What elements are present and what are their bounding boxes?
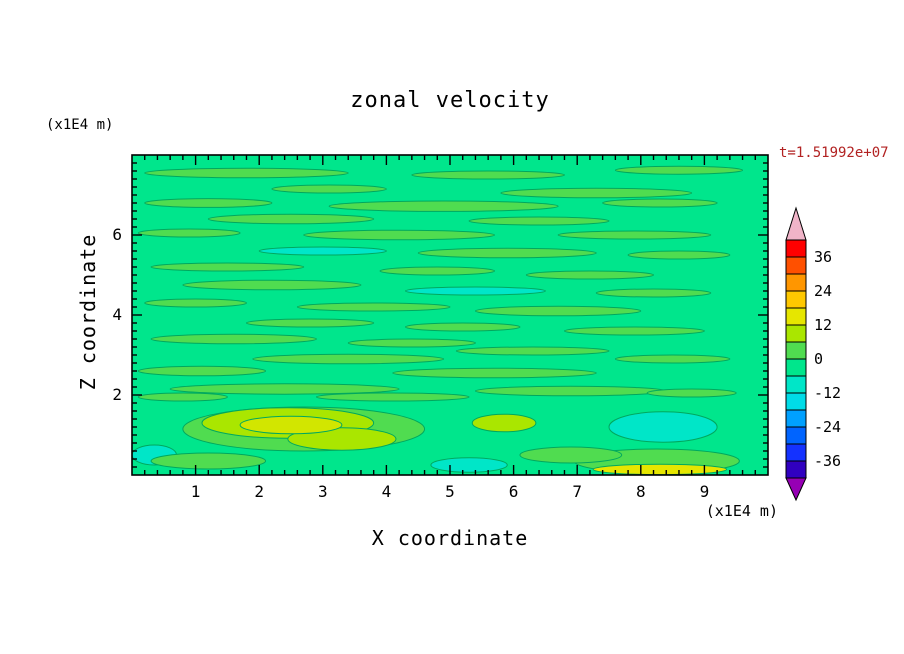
contour-feature [627, 250, 731, 260]
contour-feature [144, 167, 349, 179]
timestamp-label: t=1.51992e+07 [779, 145, 889, 161]
contour-feature [207, 213, 375, 225]
colorbar-band [785, 409, 807, 428]
contour-feature [328, 200, 559, 212]
contour-feature [525, 270, 655, 280]
contour-feature [245, 318, 375, 328]
colorbar-arrow-top [785, 206, 807, 241]
colorbar-band [785, 375, 807, 394]
colorbar-tick-label: -36 [814, 452, 841, 470]
contour-feature [608, 411, 718, 443]
contour-feature [379, 266, 496, 276]
contour-feature [614, 165, 744, 175]
contour-feature [150, 452, 267, 470]
axis-ticks [132, 155, 768, 475]
contour-feature [614, 354, 731, 364]
contour-feature [137, 365, 267, 377]
contour-feature [595, 288, 712, 298]
colorbar-tick-label: 0 [814, 350, 823, 368]
colorbar-tick-label: 24 [814, 282, 832, 300]
contour-feature [563, 326, 705, 336]
contour-feature [411, 170, 565, 180]
x-tick-label: 8 [636, 482, 646, 501]
contour-feature [169, 383, 400, 395]
contour-feature [455, 346, 610, 356]
contour-feature [137, 392, 228, 402]
contour-feature [430, 457, 508, 473]
contour-feature [417, 247, 597, 259]
colorbar-tick-label: -24 [814, 418, 841, 436]
x-tick-label: 5 [445, 482, 455, 501]
colorbar-band [785, 273, 807, 292]
colorbar-band [785, 341, 807, 360]
contour-field [132, 155, 768, 475]
colorbar-band [785, 460, 807, 479]
colorbar-band [785, 426, 807, 445]
colorbar-band [785, 290, 807, 309]
y-axis-title: Z coordinate [76, 233, 100, 391]
contour-feature [144, 298, 247, 308]
contour-feature [258, 246, 387, 256]
x-tick-label: 7 [572, 482, 582, 501]
contour-feature [646, 388, 737, 398]
contour-feature [150, 262, 305, 272]
colorbar-band [785, 307, 807, 326]
colorbar-band [785, 358, 807, 377]
contour-feature [182, 279, 362, 291]
contour-feature [271, 184, 387, 194]
contour-feature [287, 427, 397, 451]
contour-feature [592, 463, 728, 475]
colorbar-tick-label: -12 [814, 384, 841, 402]
contour-feature [474, 385, 667, 397]
contour-feature [296, 302, 451, 312]
contour-feature [474, 305, 642, 317]
x-tick-label: 9 [700, 482, 710, 501]
contour-feature [500, 187, 693, 199]
y-axis-unit-label: (x1E4 m) [46, 117, 114, 133]
contour-feature [347, 338, 476, 348]
x-tick-label: 2 [254, 482, 264, 501]
contour-feature [468, 216, 610, 226]
x-tick-label: 3 [318, 482, 328, 501]
x-axis-title: X coordinate [371, 526, 529, 550]
x-tick-label: 4 [382, 482, 392, 501]
contour-feature [392, 367, 597, 379]
contour-feature [471, 413, 537, 433]
contour-feature [404, 322, 521, 332]
colorbar-band [785, 256, 807, 275]
contour-feature [519, 446, 623, 464]
colorbar-band [785, 443, 807, 462]
contour-feature [144, 198, 273, 208]
colorbar-tick-label: 12 [814, 316, 832, 334]
contour-feature [252, 353, 445, 365]
contour-feature [239, 415, 343, 435]
contour-feature [303, 229, 496, 241]
y-tick-label: 4 [112, 305, 122, 324]
contour-feature [557, 230, 712, 240]
contour-feature [602, 198, 718, 208]
y-tick-label: 2 [112, 385, 122, 404]
colorbar-tick-label: 36 [814, 248, 832, 266]
x-axis-unit-label: (x1E4 m) [705, 502, 778, 520]
colorbar-band [785, 324, 807, 343]
colorbar-arrow-bottom [785, 477, 807, 502]
contour-feature [315, 392, 470, 402]
colorbar-band [785, 239, 807, 258]
contour-feature [137, 228, 241, 238]
contour-feature [404, 286, 546, 296]
chart-title: zonal velocity [350, 88, 550, 113]
contour-feature [150, 333, 317, 345]
x-tick-label: 6 [509, 482, 519, 501]
x-tick-label: 1 [191, 482, 201, 501]
colorbar-band [785, 392, 807, 411]
y-tick-label: 6 [112, 225, 122, 244]
